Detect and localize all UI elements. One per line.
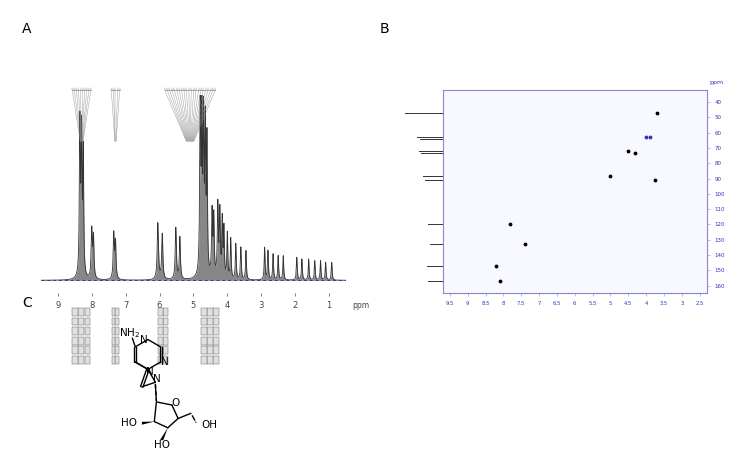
Bar	[163, 318, 168, 325]
Bar	[201, 318, 207, 325]
Text: N: N	[161, 357, 168, 367]
Bar	[72, 346, 78, 354]
Bar	[115, 308, 119, 316]
Bar	[214, 337, 219, 344]
Bar	[85, 308, 91, 316]
Bar	[158, 308, 162, 316]
Bar	[214, 308, 219, 316]
Bar	[208, 337, 213, 344]
Text: N: N	[153, 374, 160, 384]
Text: HO: HO	[153, 440, 170, 450]
Text: N: N	[141, 334, 148, 344]
Text: NH$_2$: NH$_2$	[119, 327, 141, 341]
Bar	[208, 308, 213, 316]
Bar	[115, 346, 119, 354]
Bar	[214, 318, 219, 325]
Bar	[72, 337, 78, 344]
Bar	[214, 346, 219, 354]
Bar	[214, 327, 219, 335]
Text: N: N	[146, 367, 154, 377]
Bar	[72, 327, 78, 335]
Bar	[115, 337, 119, 344]
Bar	[201, 308, 207, 316]
Bar	[163, 327, 168, 335]
Text: ppm: ppm	[352, 301, 369, 310]
Bar	[163, 346, 168, 354]
Bar	[158, 356, 162, 364]
Text: O: O	[172, 398, 180, 408]
Bar	[208, 356, 213, 364]
Bar	[208, 346, 213, 354]
Bar	[85, 337, 91, 344]
Polygon shape	[160, 428, 168, 440]
Bar	[72, 308, 78, 316]
Bar	[78, 356, 84, 364]
Bar	[158, 337, 162, 344]
Bar	[208, 327, 213, 335]
Bar	[158, 346, 162, 354]
Bar	[208, 318, 213, 325]
Bar	[85, 327, 91, 335]
Bar	[158, 318, 162, 325]
Bar	[115, 327, 119, 335]
Bar	[112, 327, 115, 335]
Bar	[85, 346, 91, 354]
Bar	[112, 318, 115, 325]
Bar	[112, 356, 115, 364]
Bar	[163, 337, 168, 344]
Bar	[112, 308, 115, 316]
Bar	[201, 327, 207, 335]
Bar	[72, 318, 78, 325]
Bar	[158, 327, 162, 335]
Bar	[115, 318, 119, 325]
Text: ppm: ppm	[710, 80, 724, 85]
Bar	[85, 356, 91, 364]
Bar	[201, 337, 207, 344]
Bar	[78, 337, 84, 344]
Bar	[163, 308, 168, 316]
Bar	[201, 346, 207, 354]
Text: OH: OH	[202, 420, 218, 429]
Bar	[112, 346, 115, 354]
Bar	[163, 356, 168, 364]
Bar	[78, 346, 84, 354]
Bar	[72, 356, 78, 364]
Bar	[115, 356, 119, 364]
Text: A: A	[22, 22, 32, 36]
Text: HO: HO	[121, 418, 137, 428]
Text: B: B	[379, 22, 389, 36]
Bar	[78, 327, 84, 335]
Text: C: C	[22, 297, 32, 310]
Bar	[85, 318, 91, 325]
Bar	[112, 337, 115, 344]
Bar	[78, 318, 84, 325]
Bar	[201, 356, 207, 364]
Polygon shape	[142, 421, 154, 425]
Bar	[78, 308, 84, 316]
Bar	[214, 356, 219, 364]
